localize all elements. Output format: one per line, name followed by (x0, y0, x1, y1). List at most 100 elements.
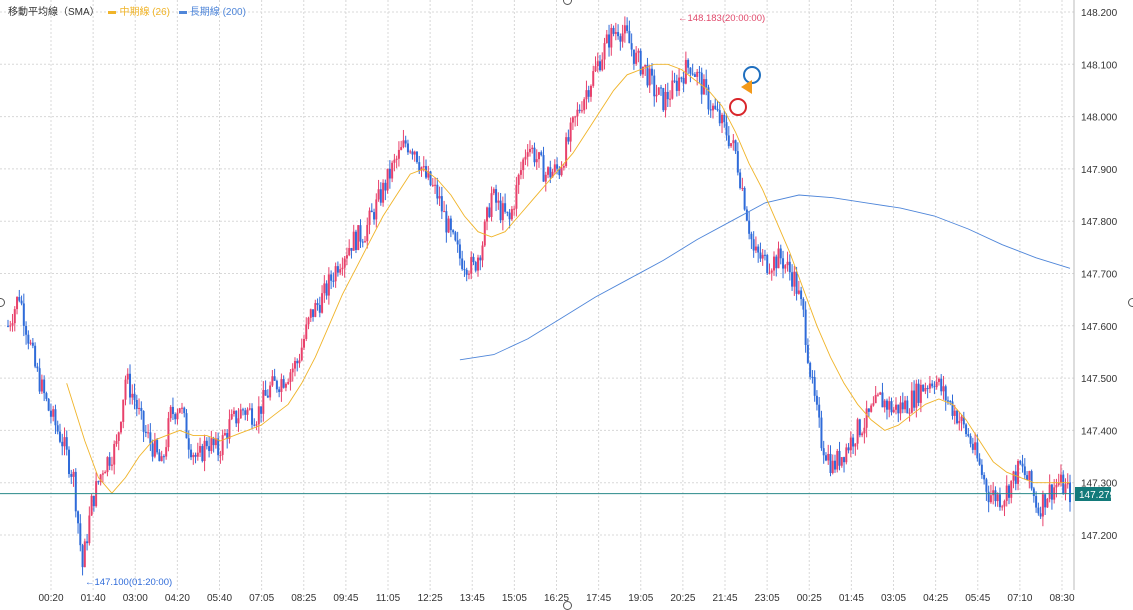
candle-body (682, 77, 685, 84)
resize-handle-right[interactable] (1128, 298, 1133, 307)
candle-body (169, 406, 172, 419)
candle-body (418, 162, 421, 171)
candle-body (343, 258, 346, 268)
candle-body (445, 211, 448, 233)
candle-body (558, 168, 561, 176)
x-tick-label: 00:20 (38, 593, 63, 604)
candle-body (359, 225, 362, 242)
candle-body (797, 290, 800, 294)
candle-body (924, 388, 927, 392)
candle-body (547, 167, 550, 175)
candle-body (933, 386, 936, 388)
candle-body (585, 90, 588, 100)
candle-body (77, 511, 80, 524)
y-tick-label: 147.500 (1081, 374, 1118, 385)
candle-body (497, 200, 500, 203)
candle-body (384, 182, 387, 191)
candle-body (56, 425, 59, 432)
candle-body (533, 147, 536, 163)
candle-body (58, 431, 61, 442)
candle-body (840, 457, 843, 466)
x-tick-label: 03:00 (123, 593, 148, 604)
candle-body (845, 447, 848, 463)
candle-body (517, 174, 520, 185)
candle-body (1028, 471, 1031, 480)
candle-body (693, 74, 696, 77)
candle-body (160, 456, 163, 462)
legend-sma-long[interactable]: 長期線 (200) (178, 7, 246, 18)
resize-handle-left[interactable] (0, 298, 5, 307)
candle-body (196, 452, 199, 457)
candle-body (350, 248, 353, 251)
x-tick-label: 01:45 (839, 593, 864, 604)
candle-body (714, 105, 717, 109)
y-tick-label: 148.100 (1081, 60, 1118, 71)
candle-body (144, 431, 147, 434)
candle-body (255, 424, 258, 426)
y-tick-label: 147.300 (1081, 479, 1118, 490)
candle-body (967, 434, 970, 436)
x-tick-label: 08:25 (291, 593, 316, 604)
candle-body (727, 135, 730, 147)
x-tick-label: 09:45 (333, 593, 358, 604)
candle-body (788, 261, 791, 273)
candle-body (574, 116, 577, 118)
candle-body (1001, 506, 1004, 508)
candle-body (339, 269, 342, 273)
candle-body (262, 389, 265, 414)
candle-body (757, 246, 760, 253)
candle-body (375, 199, 378, 220)
legend-sma-mid[interactable]: 中期線 (26) (108, 7, 170, 18)
x-tick-label: 00:25 (797, 593, 822, 604)
candle-body (368, 210, 371, 225)
candle-body (680, 77, 683, 79)
candle-body (867, 408, 870, 412)
candle-body (1003, 500, 1006, 507)
candle-body (361, 241, 364, 243)
candle-body (208, 446, 211, 451)
candle-body (305, 324, 308, 339)
candle-body (504, 203, 507, 212)
candle-body (854, 443, 857, 447)
candle-body (809, 362, 812, 377)
resize-handle-top[interactable] (563, 0, 572, 5)
candle-body (610, 27, 613, 48)
candle-body (43, 379, 46, 394)
candle-body (949, 400, 952, 402)
candle-body (560, 167, 563, 176)
candle-body (666, 91, 669, 100)
candle-body (612, 27, 615, 34)
candle-body (777, 248, 780, 269)
candle-body (431, 184, 434, 186)
candle-body (162, 456, 165, 458)
candle-body (535, 159, 538, 163)
candle-body (806, 345, 809, 363)
candle-body (413, 151, 416, 155)
candle-body (1066, 482, 1069, 485)
candle-body (228, 419, 231, 439)
candle-body (910, 390, 913, 413)
candle-body (836, 450, 839, 470)
chart-legend: 移動平均線（SMA） 中期線 (26) 長期線 (200) (8, 3, 252, 18)
candle-body (180, 407, 183, 409)
candle-body (357, 225, 360, 250)
candle-body (165, 447, 168, 457)
candle-body (922, 384, 925, 392)
candle-body (153, 439, 156, 457)
candle-body (74, 471, 77, 512)
candle-body (1057, 482, 1060, 485)
candle-body (52, 409, 55, 417)
candle-body (730, 143, 733, 147)
candle-body (928, 383, 931, 389)
candle-body (31, 342, 34, 346)
candle-body (876, 394, 879, 396)
candle-body (129, 373, 132, 398)
candle-body (605, 34, 608, 44)
candle-body (965, 424, 968, 435)
candle-body (960, 416, 963, 421)
candle-body (619, 36, 622, 42)
candle-body (741, 187, 744, 189)
candle-body (282, 379, 285, 388)
candlestick-series (7, 16, 1071, 576)
